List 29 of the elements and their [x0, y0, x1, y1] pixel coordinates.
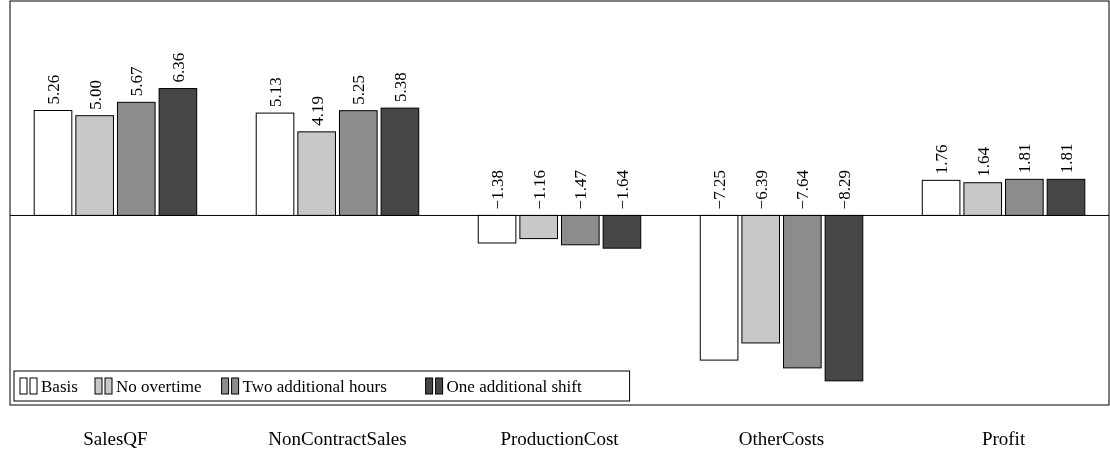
- data-label: 5.25: [349, 74, 369, 105]
- legend-label: No overtime: [116, 377, 202, 396]
- data-label: 1.81: [1015, 143, 1035, 174]
- data-label: −1.47: [571, 169, 591, 210]
- x-tick-label: Profit: [981, 428, 1026, 449]
- data-label: −7.64: [793, 169, 813, 210]
- data-label: −6.39: [751, 170, 771, 210]
- x-tick-label: ProductionCost: [500, 428, 620, 449]
- data-label: 1.81: [1056, 143, 1076, 174]
- data-label: 5.38: [390, 72, 410, 103]
- data-label: −8.29: [834, 170, 854, 210]
- data-label: 5.26: [44, 74, 64, 105]
- data-label: 5.00: [85, 79, 105, 110]
- data-label: −1.64: [612, 169, 632, 210]
- legend-label: Basis: [41, 377, 78, 396]
- legend-label: One additional shift: [446, 377, 582, 396]
- data-label: −7.25: [710, 170, 730, 210]
- data-label: 1.76: [932, 144, 952, 175]
- data-label: −1.16: [529, 170, 549, 210]
- data-label: 5.13: [266, 77, 286, 108]
- data-label: 1.64: [973, 146, 993, 177]
- x-tick-label: NonContractSales: [268, 428, 407, 449]
- data-label: −1.38: [488, 170, 508, 210]
- x-tick-label: SalesQF: [83, 428, 148, 449]
- legend-label: Two additional hours: [242, 377, 387, 396]
- data-label: 4.19: [307, 96, 327, 126]
- data-label: 6.36: [168, 52, 188, 83]
- x-tick-label: OtherCosts: [738, 428, 825, 449]
- data-label: 5.67: [127, 66, 147, 97]
